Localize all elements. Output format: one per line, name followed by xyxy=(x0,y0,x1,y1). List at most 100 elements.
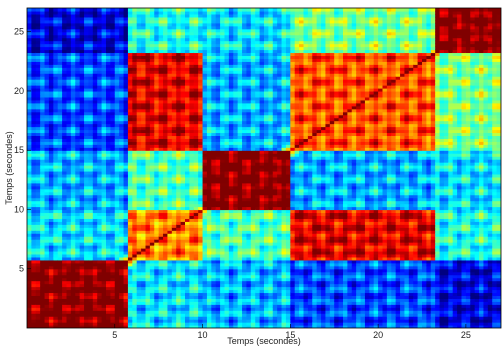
heatmap-cell xyxy=(88,55,94,59)
heatmap-cell xyxy=(202,159,208,163)
heatmap-cell xyxy=(97,34,103,39)
heatmap-cell xyxy=(35,150,41,154)
heatmap-cell xyxy=(119,221,125,225)
heatmap-cell xyxy=(119,8,125,12)
heatmap-cell xyxy=(106,259,111,264)
heatmap-cell xyxy=(167,182,173,187)
heatmap-cell xyxy=(79,236,85,240)
heatmap-cell xyxy=(171,82,177,86)
heatmap-cell xyxy=(97,105,103,110)
heatmap-cell xyxy=(57,319,63,323)
heatmap-cell xyxy=(35,73,41,77)
heatmap-cell xyxy=(127,31,133,36)
heatmap-cell xyxy=(185,79,190,83)
heatmap-cell xyxy=(176,40,182,45)
heatmap-cell xyxy=(154,85,160,89)
heatmap-cell xyxy=(123,105,129,110)
heatmap-cell xyxy=(176,242,182,246)
heatmap-cell xyxy=(132,126,138,131)
heatmap-cell xyxy=(62,16,68,21)
heatmap-cell xyxy=(132,203,138,208)
heatmap-cell xyxy=(145,67,151,71)
heatmap-cell xyxy=(141,236,147,240)
heatmap-cell xyxy=(171,292,177,296)
heatmap-cell xyxy=(40,173,46,178)
heatmap-cell xyxy=(141,49,147,54)
heatmap-cell xyxy=(132,182,138,187)
heatmap-cell xyxy=(141,135,147,139)
heatmap-cell xyxy=(154,236,160,240)
heatmap-cell xyxy=(70,283,76,288)
heatmap-cell xyxy=(40,67,46,71)
heatmap-cell xyxy=(35,90,41,95)
heatmap-cell xyxy=(79,73,85,77)
heatmap-cell xyxy=(79,114,85,119)
heatmap-cell xyxy=(158,325,164,328)
heatmap-cell xyxy=(176,253,182,258)
heatmap-cell xyxy=(31,298,37,302)
heatmap-cell xyxy=(123,111,129,116)
heatmap-cell xyxy=(27,90,32,95)
heatmap-cell xyxy=(106,156,111,160)
heatmap-cell xyxy=(75,159,81,163)
heatmap-cell xyxy=(171,52,177,56)
heatmap-cell xyxy=(66,242,72,246)
heatmap-cell xyxy=(198,73,204,77)
heatmap-cell xyxy=(92,289,98,294)
heatmap-cell xyxy=(114,253,120,258)
heatmap-cell xyxy=(92,256,98,261)
heatmap-cell xyxy=(70,325,76,328)
heatmap-cell xyxy=(167,114,173,119)
heatmap-cell xyxy=(132,55,138,59)
heatmap-cell xyxy=(106,99,111,104)
heatmap-cell xyxy=(53,126,59,131)
heatmap-cell xyxy=(163,105,169,110)
heatmap-cell xyxy=(110,96,116,101)
heatmap-cell xyxy=(185,162,190,166)
heatmap-cell xyxy=(180,111,186,116)
heatmap-cell xyxy=(136,153,142,157)
heatmap-cell xyxy=(84,90,90,95)
heatmap-cell xyxy=(163,16,169,21)
heatmap-cell xyxy=(31,256,37,261)
heatmap-cell xyxy=(97,197,103,202)
heatmap-cell xyxy=(35,242,41,246)
heatmap-cell xyxy=(66,245,72,249)
heatmap-cell xyxy=(189,280,195,285)
heatmap-cell xyxy=(48,242,54,246)
heatmap-cell xyxy=(84,73,90,77)
heatmap-cell xyxy=(154,141,160,145)
heatmap-cell xyxy=(119,215,125,219)
heatmap-cell xyxy=(40,319,46,323)
heatmap-cell xyxy=(171,185,177,190)
heatmap-cell xyxy=(206,325,212,328)
heatmap-cell xyxy=(123,126,129,131)
heatmap-cell xyxy=(114,93,120,98)
heatmap-cell xyxy=(40,34,46,39)
heatmap-cell xyxy=(84,188,90,193)
heatmap-cell xyxy=(123,159,129,163)
heatmap-cell xyxy=(31,227,37,231)
heatmap-cell xyxy=(62,70,68,74)
heatmap-cell xyxy=(167,108,173,113)
heatmap-cell xyxy=(53,176,59,181)
heatmap-cell xyxy=(75,313,81,317)
heatmap-cell xyxy=(75,170,81,175)
heatmap-cell xyxy=(123,13,129,18)
heatmap-cell xyxy=(163,259,169,264)
heatmap-cell xyxy=(66,292,72,296)
heatmap-cell xyxy=(101,259,107,264)
heatmap-cell xyxy=(145,310,151,314)
heatmap-cell xyxy=(167,233,173,237)
heatmap-cell xyxy=(180,203,186,208)
heatmap-cell xyxy=(66,283,72,288)
heatmap-cell xyxy=(193,82,199,86)
heatmap-cell xyxy=(171,34,177,39)
heatmap-cell xyxy=(119,168,125,172)
heatmap-cell xyxy=(189,49,195,54)
heatmap-cell xyxy=(171,31,177,36)
heatmap-cell xyxy=(189,85,195,89)
heatmap-cell xyxy=(75,310,81,314)
heatmap-cell xyxy=(53,182,59,187)
heatmap-cell xyxy=(193,242,199,246)
